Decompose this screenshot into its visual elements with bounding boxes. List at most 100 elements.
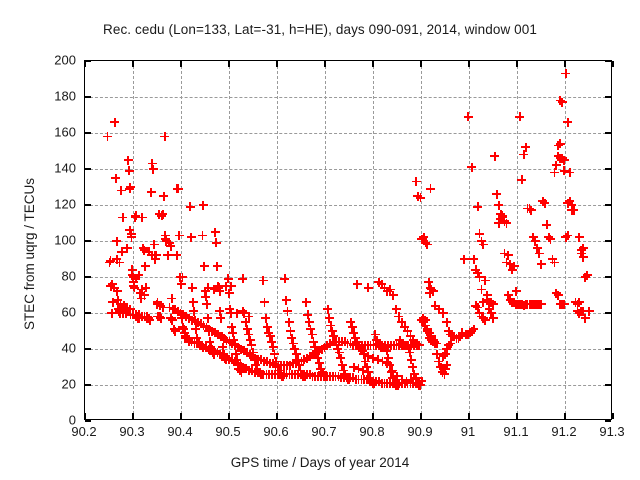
data-point-marker: [112, 286, 122, 296]
data-point-marker: [424, 277, 434, 287]
data-point-marker: [440, 349, 450, 359]
data-point-marker: [300, 371, 310, 381]
data-point-marker: [576, 245, 586, 255]
data-point-marker: [113, 295, 123, 305]
data-point-marker: [181, 331, 191, 341]
data-point-marker: [492, 189, 502, 199]
data-point-marker: [400, 322, 410, 332]
data-point-marker: [387, 366, 397, 376]
data-point-marker: [430, 301, 440, 311]
data-point-marker: [242, 324, 252, 334]
x-axis-tick: [180, 61, 182, 67]
data-point-marker: [287, 333, 297, 343]
data-point-marker: [239, 346, 249, 356]
data-point-marker: [166, 241, 176, 251]
data-point-marker: [475, 229, 485, 239]
data-point-marker: [232, 355, 242, 365]
data-point-marker: [349, 328, 359, 338]
data-point-marker: [122, 303, 132, 313]
data-point-marker: [576, 249, 586, 259]
x-axis-title: GPS time / Days of year 2014: [230, 455, 410, 470]
data-point-marker: [203, 283, 213, 293]
data-point-marker: [196, 319, 206, 329]
data-point-marker: [473, 202, 483, 212]
data-point-marker: [291, 349, 301, 359]
data-point-marker: [478, 313, 488, 323]
gridline-vertical: [421, 61, 422, 419]
data-point-marker: [409, 369, 419, 379]
data-point-marker: [296, 369, 306, 379]
data-point-marker: [254, 367, 264, 377]
data-point-marker: [507, 297, 517, 307]
data-point-marker: [388, 290, 398, 300]
data-point-marker: [261, 313, 271, 323]
data-point-marker: [127, 229, 137, 239]
data-point-marker: [440, 369, 450, 379]
y-axis-tick: [605, 312, 611, 314]
data-point-marker: [478, 297, 488, 307]
x-axis-tick: [468, 413, 470, 419]
data-point-marker: [210, 227, 220, 237]
data-point-marker: [363, 367, 373, 377]
data-point-marker: [305, 351, 315, 361]
data-point-marker: [163, 250, 173, 260]
data-point-marker: [411, 375, 421, 385]
data-point-marker: [210, 346, 220, 356]
data-point-marker: [297, 369, 307, 379]
data-point-marker: [450, 331, 460, 341]
data-point-marker: [135, 288, 145, 298]
data-point-marker: [140, 261, 150, 271]
data-point-marker: [265, 358, 275, 368]
data-point-marker: [156, 313, 166, 323]
data-point-marker: [189, 339, 199, 349]
data-point-marker: [582, 270, 592, 280]
data-point-marker: [165, 313, 175, 323]
data-point-marker: [151, 250, 161, 260]
data-point-marker: [293, 355, 303, 365]
data-point-marker: [345, 373, 355, 383]
y-axis-tick: [85, 60, 91, 62]
data-point-marker: [471, 265, 481, 275]
data-point-marker: [104, 258, 114, 268]
y-axis-tick-label: 20: [61, 376, 76, 392]
data-point-marker: [230, 357, 240, 367]
data-point-marker: [331, 337, 341, 347]
data-point-marker: [382, 358, 392, 368]
x-axis-tick: [132, 413, 134, 419]
data-point-marker: [378, 342, 388, 352]
data-point-marker: [134, 310, 144, 320]
data-point-marker: [241, 317, 251, 327]
data-point-marker: [424, 328, 434, 338]
data-point-marker: [264, 328, 274, 338]
data-point-marker: [137, 213, 147, 223]
data-point-marker: [385, 378, 395, 388]
data-point-marker: [187, 283, 197, 293]
x-axis-tick: [228, 61, 230, 67]
data-point-marker: [471, 301, 481, 311]
y-axis-tick-label: 200: [54, 52, 76, 68]
data-point-marker: [211, 238, 221, 248]
data-point-marker: [216, 331, 226, 341]
data-point-marker: [352, 337, 362, 347]
data-point-marker: [322, 371, 332, 381]
data-point-marker: [137, 285, 147, 295]
data-point-marker: [329, 331, 339, 341]
data-point-marker: [455, 331, 465, 341]
data-point-marker: [301, 297, 311, 307]
data-point-marker: [530, 299, 540, 309]
data-point-marker: [411, 378, 421, 388]
data-point-marker: [426, 184, 436, 194]
data-point-marker: [129, 283, 139, 293]
data-point-marker: [299, 355, 309, 365]
data-point-marker: [498, 211, 508, 221]
data-point-marker: [494, 218, 504, 228]
y-axis-tick: [85, 312, 91, 314]
data-point-marker: [250, 367, 260, 377]
data-point-marker: [302, 353, 312, 363]
data-point-marker: [385, 285, 395, 295]
y-axis-tick-label: 180: [54, 88, 76, 104]
data-point-marker: [400, 378, 410, 388]
data-point-marker: [484, 297, 494, 307]
data-point-marker: [310, 371, 320, 381]
data-point-marker: [391, 378, 401, 388]
